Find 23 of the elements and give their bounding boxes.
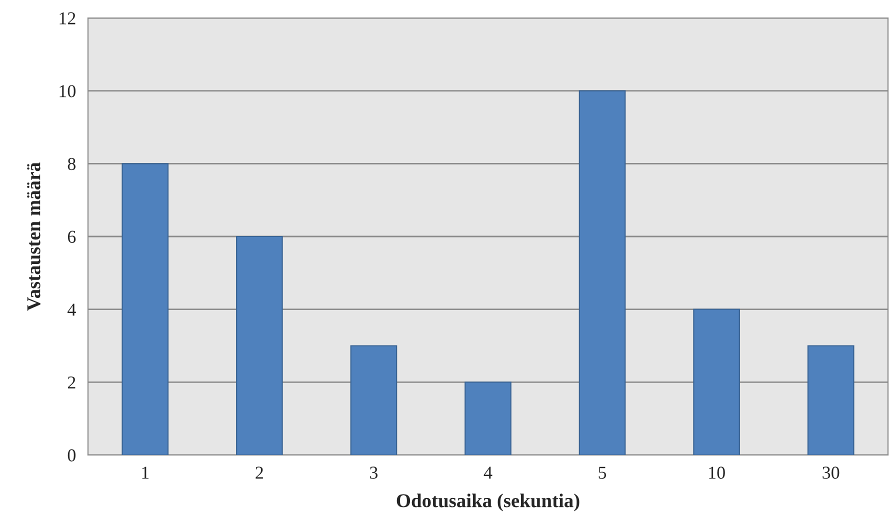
- y-tick-label: 8: [68, 158, 76, 170]
- x-tick-label: 30: [822, 466, 840, 479]
- bar: [350, 345, 398, 455]
- bar: [807, 345, 854, 455]
- y-axis-title: Vastausten määrä: [27, 162, 40, 311]
- bar: [236, 236, 283, 455]
- x-tick-label: 5: [598, 466, 606, 479]
- x-tick-label: 2: [256, 466, 263, 479]
- bar: [464, 382, 512, 455]
- x-tick-label: 1: [142, 466, 149, 479]
- bar: [578, 90, 626, 455]
- y-tick-label: 4: [68, 304, 76, 316]
- y-tick-label: 10: [60, 85, 76, 98]
- y-tick-label: 6: [68, 230, 76, 243]
- bar: [122, 163, 169, 455]
- bar: [693, 308, 740, 455]
- y-tick-label: 2: [68, 376, 76, 388]
- x-tick-label: 4: [484, 466, 492, 479]
- x-axis-title: Odotusaika (sekuntia): [396, 494, 580, 512]
- x-tick-label: 3: [370, 466, 378, 479]
- y-tick-label: 12: [60, 12, 76, 24]
- x-tick-label: 10: [709, 466, 725, 479]
- y-tick-label: 0: [68, 449, 76, 462]
